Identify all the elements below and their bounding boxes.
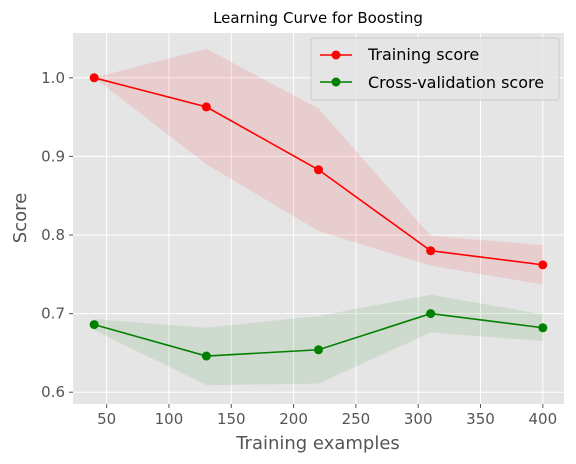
point-training bbox=[314, 165, 323, 175]
point-cv bbox=[426, 309, 436, 319]
chart-title: Learning Curve for Boosting bbox=[213, 9, 423, 27]
point-cv bbox=[538, 323, 548, 333]
y-tick-labels: 0.6 0.7 0.8 0.9 1.0 bbox=[41, 69, 73, 401]
point-cv bbox=[314, 345, 323, 355]
x-tick-label: 150 bbox=[217, 410, 246, 428]
legend-label-training: Training score bbox=[367, 45, 479, 64]
legend-marker-cv bbox=[331, 77, 341, 87]
legend: Training score Cross-validation score bbox=[310, 37, 560, 101]
y-axis-label: Score bbox=[10, 193, 31, 243]
point-cv bbox=[89, 320, 99, 330]
y-tick-label: 0.6 bbox=[41, 383, 65, 401]
x-tick-label: 200 bbox=[279, 410, 308, 428]
series-points bbox=[89, 73, 548, 361]
x-axis-label: Training examples bbox=[235, 433, 400, 454]
x-tick-label: 400 bbox=[528, 410, 557, 428]
x-tick-label: 50 bbox=[97, 410, 116, 428]
point-training bbox=[538, 260, 548, 270]
legend-marker-training bbox=[331, 50, 341, 60]
x-tick-labels: 50 100 150 200 250 300 350 400 bbox=[97, 404, 557, 428]
x-tick-label: 300 bbox=[404, 410, 433, 428]
point-training bbox=[89, 73, 99, 83]
x-tick-label: 100 bbox=[155, 410, 184, 428]
y-tick-label: 0.8 bbox=[41, 226, 65, 244]
x-tick-label: 350 bbox=[466, 410, 495, 428]
x-tick-label: 250 bbox=[342, 410, 371, 428]
legend-label-cv: Cross-validation score bbox=[368, 73, 544, 92]
legend-box bbox=[310, 37, 560, 101]
y-tick-label: 0.7 bbox=[41, 305, 65, 323]
y-tick-label: 1.0 bbox=[41, 69, 65, 87]
point-cv bbox=[201, 351, 211, 361]
point-training bbox=[201, 102, 211, 112]
y-tick-label: 0.9 bbox=[41, 147, 65, 165]
point-training bbox=[426, 246, 436, 256]
